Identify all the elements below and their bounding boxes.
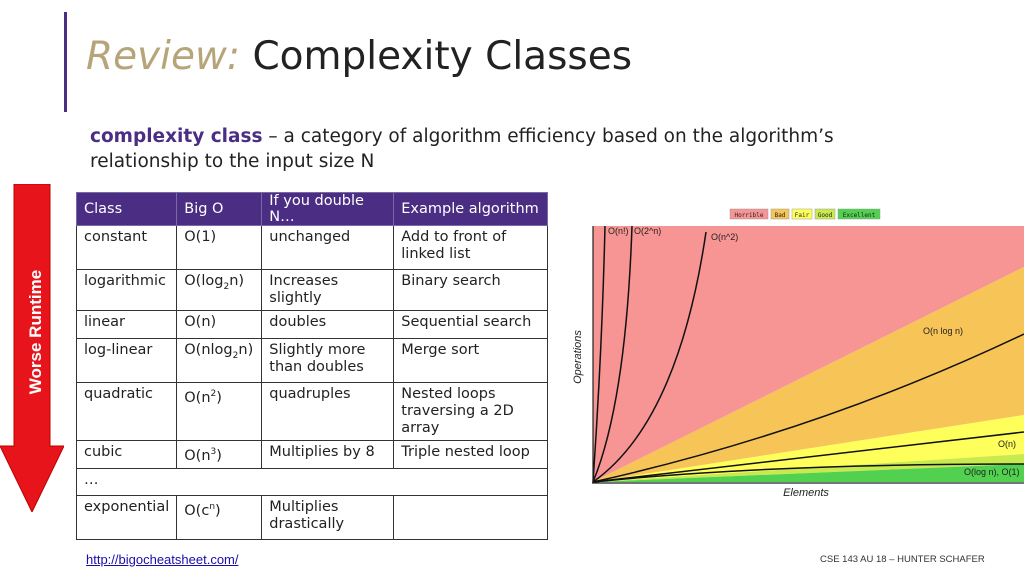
example-cell: Nested loops traversing a 2D array [393, 382, 549, 441]
column-header: If you double N… [261, 192, 395, 226]
table-row: constant O(1) unchanged Add to front of … [75, 225, 549, 270]
x-axis-label: Elements [783, 487, 829, 499]
double-cell: quadruples [261, 382, 395, 441]
legend-label: Fair [795, 212, 810, 219]
title-accent-bar [64, 12, 67, 112]
curve-label: O(n) [998, 439, 1016, 449]
curve-label: O(log n), O(1) [964, 467, 1020, 477]
example-cell [393, 495, 549, 540]
double-cell: unchanged [261, 225, 395, 270]
example-cell: Add to front of linked list [393, 225, 549, 270]
curve-log-n [592, 463, 1024, 483]
legend-label: Horrible [735, 212, 764, 219]
arrow-label: Worse Runtime [26, 269, 45, 395]
footer-credit: CSE 143 AU 18 – HUNTER SCHAFER [820, 554, 985, 565]
title-prefix: Review: [86, 34, 241, 79]
big-o-complexity-chart: Horrible Bad Fair Good Excellent O(n!) O(2^n… [572, 208, 1024, 499]
title-main: Complexity Classes [252, 34, 633, 79]
table-row: logarithmic O(log2n) Increases slightly … [75, 269, 549, 311]
complexity-table: Class Big O If you double N… Example alg… [75, 192, 549, 540]
complexity-zones [593, 226, 1024, 482]
double-cell: Increases slightly [261, 269, 395, 311]
complexity-curves [592, 225, 1024, 483]
class-cell: constant [75, 225, 178, 270]
curve-label: O(n!) [608, 226, 629, 236]
class-cell: logarithmic [75, 269, 178, 311]
double-cell: Slightly more than doubles [261, 338, 395, 383]
curve-2-n [592, 225, 633, 483]
double-cell: Multiplies drastically [261, 495, 395, 540]
zone-horrible [593, 226, 1024, 482]
big-o-cell: O(n3) [176, 440, 263, 469]
big-o-cell: O(nlog2n) [176, 338, 263, 383]
legend-swatch [729, 208, 769, 220]
legend-swatch [814, 208, 836, 220]
double-cell: Multiplies by 8 [261, 440, 395, 469]
definition: complexity class – a category of algorit… [90, 124, 870, 174]
column-header: Class [75, 192, 178, 226]
legend-label: Excellent [843, 212, 876, 219]
curve-n-factorial [592, 225, 606, 483]
table-row: linear O(n) doubles Sequential search [75, 310, 549, 339]
class-cell: quadratic [75, 382, 178, 441]
column-header: Example algorithm [393, 192, 549, 226]
double-cell: doubles [261, 310, 395, 339]
example-cell: Triple nested loop [393, 440, 549, 469]
legend-label: Bad [775, 212, 786, 219]
table-header-row: Class Big O If you double N… Example alg… [75, 192, 549, 226]
legend-swatch [791, 208, 813, 220]
table-row-ellipsis: … [75, 468, 549, 496]
chart-legend: Horrible Bad Fair Good Excellent [729, 208, 881, 220]
curve-label: O(n log n) [923, 326, 963, 336]
definition-text: – a category of algorithm efficiency bas… [90, 126, 834, 172]
zone-fair [593, 415, 1024, 482]
curve-label: O(n^2) [711, 232, 738, 242]
big-o-cell: O(log2n) [176, 269, 263, 311]
big-o-cell: O(n) [176, 310, 263, 339]
class-cell: log-linear [75, 338, 178, 383]
big-o-cell: O(cn) [176, 495, 263, 540]
legend-swatch [770, 208, 790, 220]
table-row: quadratic O(n2) quadruples Nested loops … [75, 382, 549, 441]
slide-title: Review: Complexity Classes [86, 34, 632, 79]
legend-label: Good [818, 212, 833, 219]
zone-bad [593, 267, 1024, 482]
big-o-cell: O(1) [176, 225, 263, 270]
definition-term: complexity class [90, 126, 263, 147]
curve-n [592, 431, 1024, 483]
y-axis-label: Operations [572, 330, 584, 384]
example-cell: Sequential search [393, 310, 549, 339]
table-row: log-linear O(nlog2n) Slightly more than … [75, 338, 549, 383]
class-cell: linear [75, 310, 178, 339]
worse-runtime-arrow-icon [0, 184, 64, 512]
example-cell: Binary search [393, 269, 549, 311]
curve-n-squared [592, 231, 707, 483]
zone-excellent [593, 464, 1024, 482]
table-row: cubic O(n3) Multiplies by 8 Triple neste… [75, 440, 549, 469]
curve-label: O(2^n) [634, 226, 661, 236]
class-cell: cubic [75, 440, 178, 469]
ellipsis-cell: … [75, 468, 549, 496]
column-header: Big O [176, 192, 263, 226]
big-o-cell: O(n2) [176, 382, 263, 441]
example-cell: Merge sort [393, 338, 549, 383]
bigocheatsheet-link[interactable]: http://bigocheatsheet.com/ [86, 552, 239, 567]
class-cell: exponential [75, 495, 178, 540]
legend-swatch [837, 208, 881, 220]
table-row: exponential O(cn) Multiplies drastically [75, 495, 549, 540]
curve-n-log-n [592, 333, 1024, 483]
